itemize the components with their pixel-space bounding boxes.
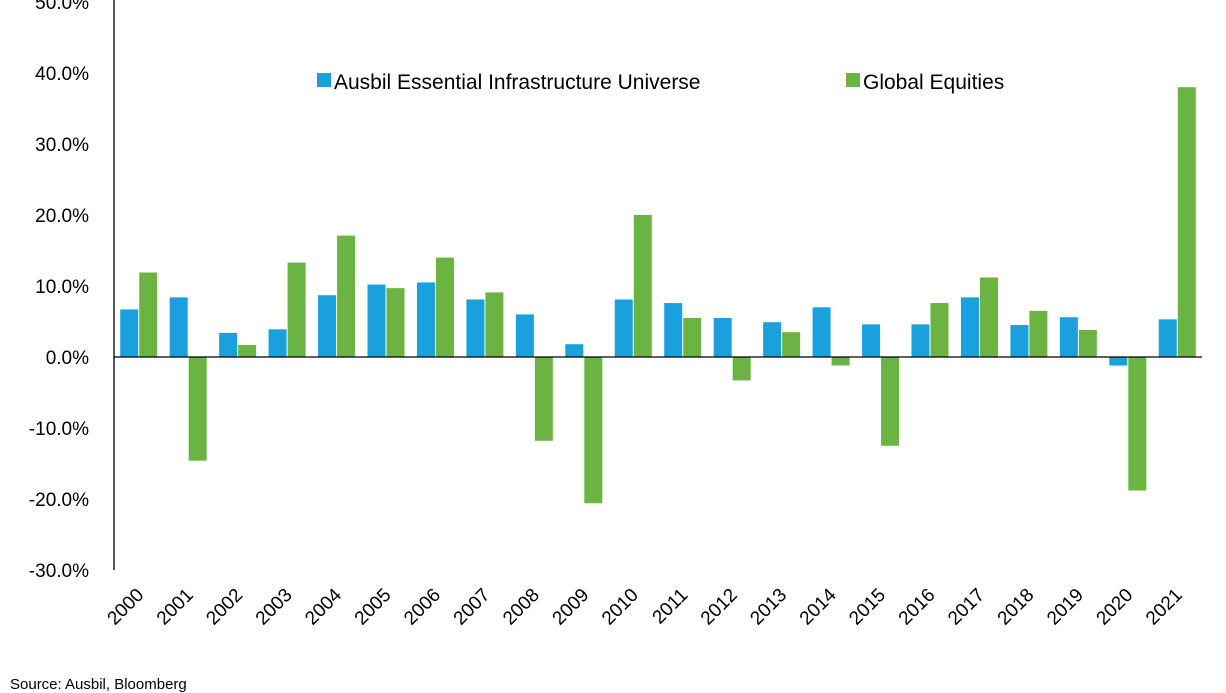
bar-ausbil-2019 [1059, 317, 1078, 357]
y-tick-label: 50.0% [35, 0, 89, 14]
bar-ausbil-2016 [911, 324, 930, 357]
y-tick-label: 40.0% [35, 64, 89, 85]
bar-global-equities-2003 [287, 262, 306, 357]
bar-ausbil-2004 [318, 295, 337, 357]
y-tick-label: -30.0% [29, 561, 89, 582]
legend-swatch-ausbil [317, 73, 331, 87]
x-tick-label: 2021 [1142, 585, 1187, 630]
x-tick-label: 2010 [598, 585, 643, 630]
bar-global-equities-2001 [188, 357, 207, 461]
x-tick-label: 2007 [450, 585, 495, 630]
bar-global-equities-2000 [139, 272, 158, 357]
bar-global-equities-2014 [831, 357, 850, 366]
x-tick-label: 2015 [845, 585, 890, 630]
bar-ausbil-2012 [713, 317, 732, 357]
bar-ausbil-2009 [565, 344, 584, 357]
bar-ausbil-2003 [268, 329, 287, 357]
bar-global-equities-2021 [1177, 87, 1196, 357]
x-tick-label: 2012 [697, 585, 742, 630]
y-tick-label: 30.0% [35, 135, 89, 156]
bar-ausbil-2001 [169, 297, 188, 357]
legend-swatch-global-equities [846, 73, 860, 87]
source-note: Source: Ausbil, Bloomberg [10, 676, 187, 693]
x-tick-label: 2004 [301, 584, 346, 629]
x-tick-label: 2020 [1093, 585, 1138, 630]
bar-ausbil-2005 [367, 284, 386, 357]
bar-ausbil-2013 [763, 322, 782, 357]
x-tick-label: 2009 [549, 585, 594, 630]
x-tick-label: 2006 [400, 585, 445, 630]
x-tick-label: 2018 [994, 585, 1039, 630]
x-tick-label: 2013 [746, 585, 791, 630]
bar-global-equities-2017 [979, 277, 998, 357]
x-axis: 2000 2001 2002 2003 2004 2005 2006 2007 2008 2009… [104, 356, 1202, 630]
x-tick-label: 2001 [153, 585, 198, 630]
bar-global-equities-2008 [534, 357, 553, 441]
bar-ausbil-2015 [862, 324, 881, 357]
bar-global-equities-2005 [386, 288, 405, 357]
bar-global-equities-2019 [1078, 330, 1097, 357]
bar-ausbil-2021 [1158, 319, 1177, 357]
bar-global-equities-2015 [881, 357, 900, 446]
x-tick-label: 2003 [252, 585, 297, 630]
x-tick-label: 2005 [351, 585, 396, 630]
bar-global-equities-2018 [1029, 310, 1048, 357]
bar-global-equities-2004 [337, 235, 356, 357]
bar-global-equities-2012 [732, 357, 751, 381]
x-tick-label: 2019 [1043, 585, 1088, 630]
legend-label-global-equities: Global Equities [863, 71, 1004, 94]
y-tick-label: -10.0% [29, 419, 89, 440]
bar-global-equities-2016 [930, 303, 949, 357]
bar-ausbil-2000 [120, 309, 139, 357]
bar-ausbil-2014 [812, 307, 831, 357]
bar-ausbil-2002 [219, 332, 238, 357]
bar-global-equities-2006 [435, 257, 454, 357]
y-tick-label: 20.0% [35, 206, 89, 227]
bar-ausbil-2011 [664, 303, 683, 357]
x-tick-label: 2014 [796, 584, 841, 629]
x-tick-label: 2011 [649, 585, 693, 629]
bar-global-equities-2009 [584, 357, 603, 504]
bar-global-equities-2020 [1128, 357, 1147, 491]
bar-ausbil-2010 [614, 299, 633, 357]
bar-global-equities-2010 [633, 215, 652, 357]
x-tick-label: 2002 [202, 585, 247, 630]
bars [120, 87, 1196, 504]
y-tick-label: 10.0% [35, 277, 89, 298]
bar-ausbil-2017 [960, 297, 979, 357]
x-tick-label: 2016 [895, 585, 940, 630]
bar-ausbil-2007 [466, 299, 485, 357]
bar-global-equities-2002 [238, 344, 257, 357]
bar-global-equities-2011 [683, 317, 702, 357]
bar-ausbil-2006 [416, 282, 435, 357]
x-tick-label: 2008 [499, 585, 544, 630]
bar-ausbil-2018 [1010, 325, 1029, 357]
y-tick-label: -20.0% [29, 490, 89, 511]
legend: Ausbil Essential Infrastructure Universe… [317, 71, 1004, 94]
legend-label-ausbil: Ausbil Essential Infrastructure Universe [334, 71, 701, 94]
y-axis: -30.0% -20.0% -10.0% 0.0% 10.0% 20.0% 30.0% 40.… [29, 0, 115, 582]
x-tick-label: 2000 [104, 585, 149, 630]
bar-global-equities-2013 [782, 332, 801, 357]
bar-global-equities-2007 [485, 292, 504, 357]
bar-ausbil-2008 [515, 314, 534, 357]
x-tick-label: 2017 [944, 585, 989, 630]
bar-ausbil-2020 [1109, 357, 1128, 366]
y-tick-label: 0.0% [46, 348, 89, 369]
